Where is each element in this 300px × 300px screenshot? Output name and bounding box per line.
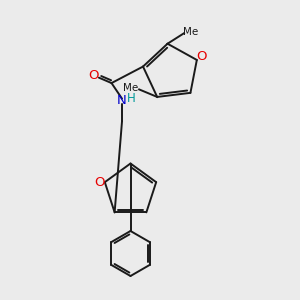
Text: H: H [127,92,136,105]
Text: N: N [117,94,127,107]
Text: Me: Me [183,27,198,37]
Text: O: O [88,69,99,82]
Text: O: O [94,176,105,189]
Text: O: O [196,50,207,64]
Text: Me: Me [124,83,139,93]
